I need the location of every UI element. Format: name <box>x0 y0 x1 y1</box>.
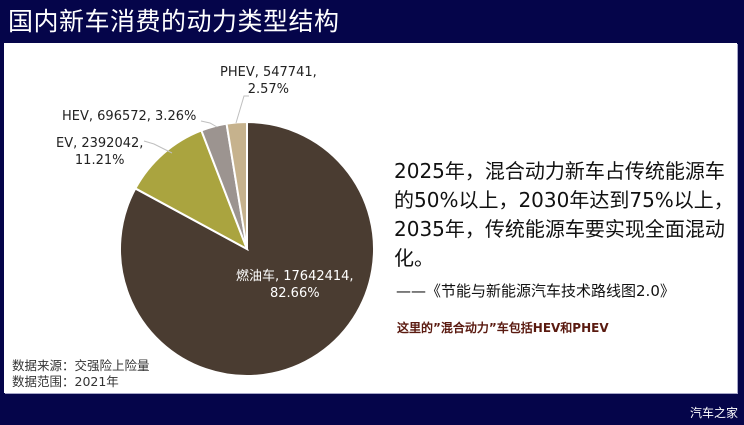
label-hev: HEV, 696572, 3.26% <box>62 109 197 124</box>
quote-source: ——《节能与新能源汽车技术路线图2.0》 <box>396 282 675 300</box>
label-ev: EV, 2392042, 11.21% <box>56 136 144 168</box>
leader-line-hev <box>200 120 218 128</box>
hybrid-note: 这里的”混合动力”车包括HEV和PHEV <box>397 321 609 335</box>
roadmap-quote: 2025年，混合动力新车占传统能源车的50%以上，2030年达到75%以上，20… <box>394 159 734 270</box>
pie-slice-PHEV <box>225 120 248 250</box>
data-source: 数据来源：交强险上险量 数据范围：2021年 <box>12 358 150 389</box>
pie-chart <box>119 95 375 377</box>
content-panel: PHEV, 547741, 2.57% HEV, 696572, 3.26% E… <box>4 43 737 393</box>
leader-line-phev <box>235 95 249 124</box>
page-title: 国内新车消费的动力类型结构 <box>8 7 340 36</box>
label-fuel: 燃油车, 17642414, 82.66% <box>236 269 354 301</box>
watermark: 汽车之家 <box>689 406 738 420</box>
leader-line-ev <box>143 140 173 154</box>
pie-slices <box>119 120 375 377</box>
label-phev: PHEV, 547741, 2.57% <box>220 65 317 97</box>
pie-slice-EV <box>134 129 249 252</box>
